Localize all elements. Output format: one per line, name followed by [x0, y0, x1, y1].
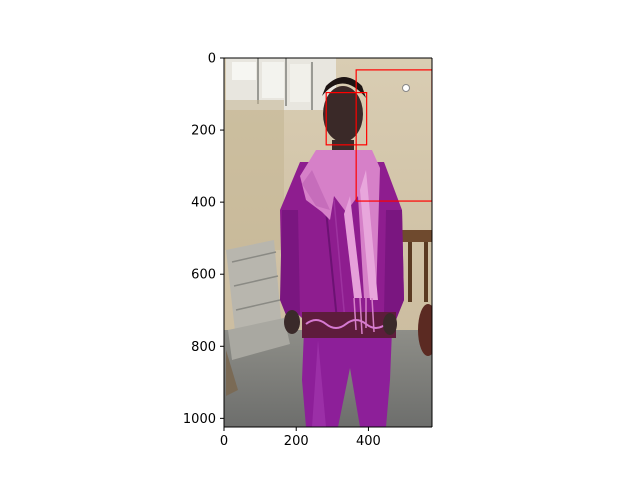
- x-axis: 0 200 400: [220, 427, 381, 449]
- y-tick-label: 200: [191, 124, 216, 139]
- x-tick-label: 0: [220, 434, 228, 449]
- y-tick-label: 600: [191, 268, 216, 283]
- bounding-box-1: [325, 91, 368, 146]
- y-tick-label: 0: [208, 52, 216, 67]
- y-tick-label: 1000: [183, 412, 216, 427]
- photo-image: [224, 58, 432, 427]
- y-tick-label: 800: [191, 340, 216, 355]
- x-tick-label: 200: [284, 434, 309, 449]
- x-tick-label: 400: [356, 434, 381, 449]
- y-axis: 0 200 400 600 800 1000: [183, 52, 224, 427]
- y-tick-label: 400: [191, 196, 216, 211]
- axes-spines: [223, 57, 433, 428]
